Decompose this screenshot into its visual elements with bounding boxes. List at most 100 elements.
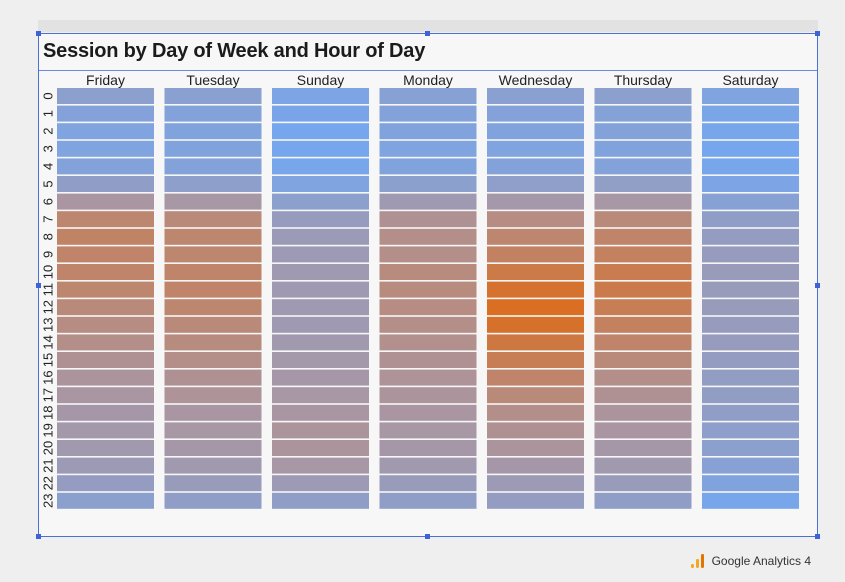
heatmap-cell-thursday-14[interactable]: [594, 334, 692, 351]
heatmap-cell-thursday-16[interactable]: [594, 369, 692, 386]
heatmap-cell-monday-0[interactable]: [379, 88, 477, 104]
heatmap-cell-thursday-20[interactable]: [594, 440, 692, 456]
heatmap-cell-sunday-19[interactable]: [272, 422, 369, 439]
heatmap-cell-sunday-16[interactable]: [272, 369, 369, 386]
heatmap-cell-saturday-14[interactable]: [702, 334, 799, 351]
heatmap-cell-sunday-18[interactable]: [272, 404, 369, 421]
heatmap-cell-friday-15[interactable]: [57, 352, 154, 368]
heatmap-cell-tuesday-19[interactable]: [164, 422, 262, 439]
selection-handle-bottom-left[interactable]: [36, 534, 41, 539]
heatmap-cell-tuesday-9[interactable]: [164, 246, 262, 263]
heatmap-cell-saturday-7[interactable]: [702, 211, 799, 228]
heatmap-cell-thursday-3[interactable]: [594, 140, 692, 157]
heatmap-cell-sunday-15[interactable]: [272, 352, 369, 368]
heatmap-cell-sunday-14[interactable]: [272, 334, 369, 351]
heatmap-cell-monday-16[interactable]: [379, 369, 477, 386]
heatmap-cell-sunday-5[interactable]: [272, 176, 369, 192]
heatmap-cell-friday-5[interactable]: [57, 176, 154, 192]
heatmap-cell-friday-3[interactable]: [57, 140, 154, 157]
heatmap-cell-tuesday-18[interactable]: [164, 404, 262, 421]
heatmap-cell-thursday-9[interactable]: [594, 246, 692, 263]
heatmap-cell-saturday-9[interactable]: [702, 246, 799, 263]
heatmap-cell-saturday-21[interactable]: [702, 457, 799, 474]
heatmap-cell-wednesday-10[interactable]: [487, 264, 584, 280]
heatmap-cell-monday-18[interactable]: [379, 404, 477, 421]
heatmap-cell-sunday-9[interactable]: [272, 246, 369, 263]
heatmap-cell-thursday-21[interactable]: [594, 457, 692, 474]
heatmap-cell-monday-8[interactable]: [379, 228, 477, 245]
heatmap-cell-saturday-12[interactable]: [702, 299, 799, 316]
heatmap-cell-friday-20[interactable]: [57, 440, 154, 456]
heatmap-cell-wednesday-4[interactable]: [487, 158, 584, 175]
heatmap-cell-tuesday-5[interactable]: [164, 176, 262, 192]
heatmap-cell-tuesday-7[interactable]: [164, 211, 262, 228]
heatmap-cell-tuesday-0[interactable]: [164, 88, 262, 104]
heatmap-cell-thursday-8[interactable]: [594, 228, 692, 245]
selection-handle-top-left[interactable]: [36, 31, 41, 36]
heatmap-cell-friday-10[interactable]: [57, 264, 154, 280]
heatmap-cell-sunday-20[interactable]: [272, 440, 369, 456]
heatmap-cell-monday-20[interactable]: [379, 440, 477, 456]
heatmap-cell-wednesday-12[interactable]: [487, 299, 584, 316]
heatmap-cell-wednesday-5[interactable]: [487, 176, 584, 192]
heatmap-cell-saturday-19[interactable]: [702, 422, 799, 439]
heatmap-cell-thursday-0[interactable]: [594, 88, 692, 104]
selection-handle-top-right[interactable]: [815, 31, 820, 36]
heatmap-cell-saturday-5[interactable]: [702, 176, 799, 192]
heatmap-cell-wednesday-18[interactable]: [487, 404, 584, 421]
heatmap-cell-wednesday-3[interactable]: [487, 140, 584, 157]
heatmap-cell-friday-21[interactable]: [57, 457, 154, 474]
heatmap-cell-thursday-13[interactable]: [594, 316, 692, 333]
heatmap-cell-wednesday-20[interactable]: [487, 440, 584, 456]
heatmap-cell-wednesday-1[interactable]: [487, 105, 584, 122]
heatmap-cell-thursday-7[interactable]: [594, 211, 692, 228]
heatmap-cell-monday-6[interactable]: [379, 193, 477, 210]
heatmap-cell-friday-23[interactable]: [57, 492, 154, 509]
heatmap-cell-saturday-8[interactable]: [702, 228, 799, 245]
heatmap-cell-tuesday-16[interactable]: [164, 369, 262, 386]
heatmap-cell-friday-17[interactable]: [57, 387, 154, 404]
heatmap-cell-wednesday-9[interactable]: [487, 246, 584, 263]
heatmap-cell-sunday-17[interactable]: [272, 387, 369, 404]
heatmap-cell-tuesday-3[interactable]: [164, 140, 262, 157]
selection-handle-middle-left[interactable]: [36, 283, 41, 288]
heatmap-cell-wednesday-21[interactable]: [487, 457, 584, 474]
heatmap-cell-monday-17[interactable]: [379, 387, 477, 404]
heatmap-cell-saturday-20[interactable]: [702, 440, 799, 456]
heatmap-cell-tuesday-23[interactable]: [164, 492, 262, 509]
heatmap-cell-friday-2[interactable]: [57, 123, 154, 140]
heatmap-cell-sunday-13[interactable]: [272, 316, 369, 333]
heatmap-cell-sunday-10[interactable]: [272, 264, 369, 280]
heatmap-cell-tuesday-10[interactable]: [164, 264, 262, 280]
heatmap-cell-tuesday-4[interactable]: [164, 158, 262, 175]
heatmap-cell-wednesday-6[interactable]: [487, 193, 584, 210]
heatmap-cell-saturday-6[interactable]: [702, 193, 799, 210]
heatmap-cell-wednesday-13[interactable]: [487, 316, 584, 333]
heatmap-cell-thursday-4[interactable]: [594, 158, 692, 175]
heatmap-cell-tuesday-6[interactable]: [164, 193, 262, 210]
heatmap-cell-wednesday-19[interactable]: [487, 422, 584, 439]
heatmap-cell-saturday-15[interactable]: [702, 352, 799, 368]
heatmap-cell-tuesday-20[interactable]: [164, 440, 262, 456]
heatmap-cell-sunday-23[interactable]: [272, 492, 369, 509]
heatmap-cell-monday-9[interactable]: [379, 246, 477, 263]
heatmap-cell-friday-22[interactable]: [57, 475, 154, 492]
heatmap-cell-monday-23[interactable]: [379, 492, 477, 509]
heatmap-cell-wednesday-22[interactable]: [487, 475, 584, 492]
heatmap-cell-tuesday-22[interactable]: [164, 475, 262, 492]
heatmap-cell-wednesday-2[interactable]: [487, 123, 584, 140]
heatmap-cell-sunday-7[interactable]: [272, 211, 369, 228]
heatmap-cell-monday-15[interactable]: [379, 352, 477, 368]
heatmap-cell-sunday-6[interactable]: [272, 193, 369, 210]
heatmap-cell-friday-16[interactable]: [57, 369, 154, 386]
heatmap-cell-thursday-19[interactable]: [594, 422, 692, 439]
chart-card[interactable]: Session by Day of Week and Hour of Day F…: [36, 31, 820, 539]
heatmap-cell-wednesday-14[interactable]: [487, 334, 584, 351]
heatmap-cell-thursday-11[interactable]: [594, 281, 692, 298]
heatmap-cell-tuesday-21[interactable]: [164, 457, 262, 474]
heatmap-cell-tuesday-13[interactable]: [164, 316, 262, 333]
heatmap-cell-wednesday-17[interactable]: [487, 387, 584, 404]
heatmap-cell-friday-18[interactable]: [57, 404, 154, 421]
heatmap-cell-monday-22[interactable]: [379, 475, 477, 492]
selection-handle-bottom-right[interactable]: [815, 534, 820, 539]
